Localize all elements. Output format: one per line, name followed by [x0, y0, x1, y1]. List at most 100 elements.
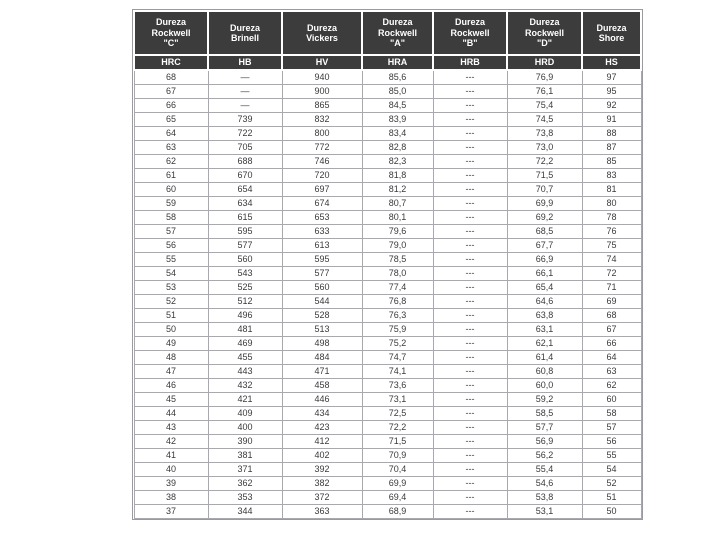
- cell-hrd: 69,2: [506, 210, 583, 225]
- cell-hrc: 56: [133, 238, 209, 253]
- cell-hs: 50: [581, 504, 642, 519]
- cell-hb: 634: [207, 196, 283, 211]
- table-row-hrc-51: 51 496 528 76,3 --- 63,8 68: [133, 308, 642, 323]
- cell-hra: 74,7: [361, 350, 434, 365]
- cell-hrd: 67,7: [506, 238, 583, 253]
- cell-hb: 512: [207, 294, 283, 309]
- cell-hrd: 70,7: [506, 182, 583, 197]
- cell-hb: 400: [207, 420, 283, 435]
- cell-hs: 67: [581, 322, 642, 337]
- cell-hv: 865: [281, 98, 363, 113]
- table-row-hrc-37: 37 344 363 68,9 --- 53,1 50: [133, 504, 642, 519]
- cell-hra: 76,8: [361, 294, 434, 309]
- cell-hrd: 63,8: [506, 308, 583, 323]
- cell-hra: 83,9: [361, 112, 434, 127]
- table-row-hrc-49: 49 469 498 75,2 --- 62,1 66: [133, 336, 642, 351]
- cell-hrb: ---: [432, 434, 508, 449]
- cell-hrd: 66,9: [506, 252, 583, 267]
- cell-hrb: ---: [432, 140, 508, 155]
- table-row-hrc-47: 47 443 471 74,1 --- 60,8 63: [133, 364, 642, 379]
- cell-hrd: 56,2: [506, 448, 583, 463]
- cell-hv: 544: [281, 294, 363, 309]
- cell-hrc: 55: [133, 252, 209, 267]
- cell-hra: 72,5: [361, 406, 434, 421]
- cell-hrb: ---: [432, 364, 508, 379]
- cell-hrc: 61: [133, 168, 209, 183]
- cell-hs: 75: [581, 238, 642, 253]
- header-title-row: Dureza Rockwell "C" Dureza Brinell Dureza …: [133, 10, 642, 56]
- cell-hrc: 49: [133, 336, 209, 351]
- cell-hrd: 66,1: [506, 266, 583, 281]
- cell-hs: 72: [581, 266, 642, 281]
- cell-hrc: 54: [133, 266, 209, 281]
- cell-hrc: 59: [133, 196, 209, 211]
- cell-hb: 543: [207, 266, 283, 281]
- cell-hs: 69: [581, 294, 642, 309]
- table-row-hrc-46: 46 432 458 73,6 --- 60,0 62: [133, 378, 642, 393]
- cell-hs: 60: [581, 392, 642, 407]
- table-row-hrc-50: 50 481 513 75,9 --- 63,1 67: [133, 322, 642, 337]
- cell-hrd: 74,5: [506, 112, 583, 127]
- table-row-hrc-41: 41 381 402 70,9 --- 56,2 55: [133, 448, 642, 463]
- cell-hrb: ---: [432, 196, 508, 211]
- cell-hv: 458: [281, 378, 363, 393]
- cell-hv: 382: [281, 476, 363, 491]
- cell-hrd: 53,1: [506, 504, 583, 519]
- table-row-hrc-40: 40 371 392 70,4 --- 55,4 54: [133, 462, 642, 477]
- cell-hrb: ---: [432, 406, 508, 421]
- cell-hra: 85,0: [361, 84, 434, 99]
- cell-hv: 577: [281, 266, 363, 281]
- cell-hrc: 51: [133, 308, 209, 323]
- cell-hs: 76: [581, 224, 642, 239]
- cell-hb: 595: [207, 224, 283, 239]
- cell-hb: 739: [207, 112, 283, 127]
- cell-hra: 75,9: [361, 322, 434, 337]
- cell-hv: 613: [281, 238, 363, 253]
- hardness-conversion-table: Dureza Rockwell "C" Dureza Brinell Dureza …: [133, 10, 642, 519]
- cell-hrd: 64,6: [506, 294, 583, 309]
- col-code-hrd: HRD: [506, 54, 583, 71]
- table-row-hrc-43: 43 400 423 72,2 --- 57,7 57: [133, 420, 642, 435]
- cell-hs: 83: [581, 168, 642, 183]
- cell-hb: 362: [207, 476, 283, 491]
- cell-hra: 80,7: [361, 196, 434, 211]
- cell-hb: 525: [207, 280, 283, 295]
- cell-hrc: 58: [133, 210, 209, 225]
- table-row-hrc-45: 45 421 446 73,1 --- 59,2 60: [133, 392, 642, 407]
- cell-hra: 78,0: [361, 266, 434, 281]
- cell-hra: 79,6: [361, 224, 434, 239]
- cell-hv: 412: [281, 434, 363, 449]
- cell-hrc: 48: [133, 350, 209, 365]
- cell-hra: 77,4: [361, 280, 434, 295]
- cell-hra: 84,5: [361, 98, 434, 113]
- cell-hb: 421: [207, 392, 283, 407]
- cell-hb: 409: [207, 406, 283, 421]
- cell-hb: 481: [207, 322, 283, 337]
- cell-hv: 423: [281, 420, 363, 435]
- cell-hrb: ---: [432, 238, 508, 253]
- cell-hrd: 60,0: [506, 378, 583, 393]
- cell-hrb: ---: [432, 490, 508, 505]
- cell-hs: 56: [581, 434, 642, 449]
- cell-hs: 52: [581, 476, 642, 491]
- cell-hs: 81: [581, 182, 642, 197]
- col-title-hra: Dureza Rockwell "A": [361, 10, 434, 56]
- cell-hrb: ---: [432, 336, 508, 351]
- col-title-hrb: Dureza Rockwell "B": [432, 10, 508, 56]
- col-title-hs: Dureza Shore: [581, 10, 642, 56]
- cell-hrb: ---: [432, 210, 508, 225]
- cell-hs: 54: [581, 462, 642, 477]
- table-row-hrc-59: 59 634 674 80,7 --- 69,9 80: [133, 196, 642, 211]
- cell-hb: —: [207, 84, 283, 99]
- cell-hra: 82,3: [361, 154, 434, 169]
- cell-hra: 82,8: [361, 140, 434, 155]
- cell-hv: 697: [281, 182, 363, 197]
- cell-hrb: ---: [432, 420, 508, 435]
- col-title-hrc: Dureza Rockwell "C": [133, 10, 209, 56]
- cell-hrb: ---: [432, 350, 508, 365]
- cell-hb: 381: [207, 448, 283, 463]
- cell-hb: 670: [207, 168, 283, 183]
- cell-hrc: 53: [133, 280, 209, 295]
- cell-hrc: 64: [133, 126, 209, 141]
